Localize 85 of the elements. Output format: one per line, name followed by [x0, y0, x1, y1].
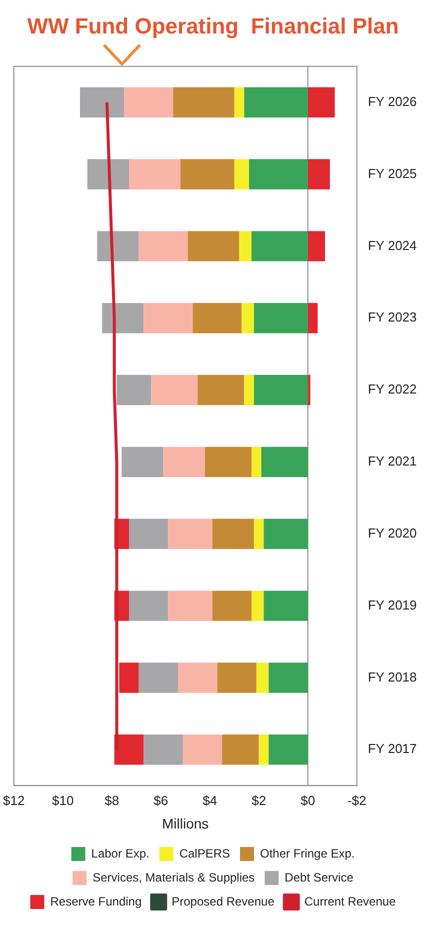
bar — [97, 231, 139, 262]
bar — [163, 446, 205, 478]
bar — [119, 662, 139, 693]
bar — [144, 303, 193, 334]
bar — [116, 374, 152, 406]
bar — [252, 446, 262, 478]
bar — [80, 87, 124, 118]
bar — [180, 159, 234, 190]
y-tick-label: FY 2018 — [368, 669, 417, 684]
bar — [129, 518, 168, 549]
bar — [242, 303, 254, 334]
bar — [308, 159, 330, 190]
bar — [138, 662, 178, 693]
bar — [168, 590, 212, 621]
legend-label: CalPERS — [179, 846, 230, 860]
legend-label: Services, Materials & Supplies — [92, 870, 255, 884]
bar — [308, 87, 335, 118]
x-tick-label: $8 — [104, 792, 120, 808]
bar — [244, 87, 308, 118]
bar — [188, 231, 240, 262]
x-tick-label: $10 — [52, 792, 74, 808]
bar — [308, 231, 326, 262]
bar — [252, 590, 264, 621]
y-tick-label: FY 2021 — [368, 454, 417, 469]
bar — [212, 590, 252, 621]
bar — [258, 734, 269, 765]
x-tick-label: $4 — [202, 792, 218, 808]
legend-label: Labor Exp. — [91, 846, 150, 860]
bar — [239, 231, 252, 262]
bar — [264, 518, 308, 549]
legend-label: Current Revenue — [304, 894, 396, 908]
y-tick-label: FY 2020 — [368, 525, 417, 540]
bar — [244, 374, 254, 406]
bar — [222, 734, 259, 765]
bar — [268, 734, 308, 765]
bar — [256, 662, 269, 693]
x-tick-label: $0 — [300, 792, 316, 808]
legend-label: Proposed Revenue — [172, 894, 275, 908]
x-tick-label: -$2 — [347, 792, 366, 808]
bar — [144, 734, 183, 765]
bar — [129, 159, 180, 190]
bar — [264, 590, 308, 621]
legend-label: Other Fringe Exp. — [260, 846, 355, 860]
bar — [182, 734, 222, 765]
bar — [198, 374, 244, 406]
bar — [254, 374, 308, 406]
bar — [234, 159, 250, 190]
bar — [114, 734, 144, 765]
bar — [168, 518, 212, 549]
bar — [192, 303, 242, 334]
bar — [249, 159, 308, 190]
bar — [124, 87, 174, 118]
bar — [217, 662, 256, 693]
x-tick-label: $2 — [252, 792, 266, 808]
x-axis-title: Millions — [162, 815, 209, 832]
y-tick-label: FY 2019 — [368, 597, 417, 612]
bar — [102, 303, 144, 334]
bar — [178, 662, 218, 693]
x-tick-label: $12 — [2, 792, 25, 808]
bar — [138, 231, 188, 262]
x-tick-label: $6 — [154, 792, 168, 808]
chart-title: WW Fund Operating Financial Plan — [27, 13, 399, 38]
bar — [173, 87, 234, 118]
legend-label: Debt Service — [284, 870, 354, 884]
bar — [261, 446, 308, 478]
bar — [252, 231, 308, 262]
y-tick-label: FY 2022 — [368, 382, 417, 397]
y-tick-label: FY 2017 — [368, 741, 417, 756]
y-tick-label: FY 2026 — [368, 94, 417, 109]
bar — [268, 662, 308, 693]
bar — [308, 374, 310, 406]
bar — [254, 518, 264, 549]
y-tick-label: FY 2024 — [368, 238, 417, 253]
y-tick-label: FY 2023 — [368, 310, 417, 325]
legend-label: Reserve Funding — [50, 894, 142, 908]
bar — [122, 446, 164, 478]
y-tick-label: FY 2025 — [368, 166, 417, 181]
bar — [129, 590, 168, 621]
bar — [254, 303, 308, 334]
bar — [151, 374, 198, 406]
bar — [87, 159, 129, 190]
bar — [308, 303, 318, 334]
bar — [234, 87, 244, 118]
bar — [204, 446, 252, 478]
bar — [212, 518, 254, 549]
